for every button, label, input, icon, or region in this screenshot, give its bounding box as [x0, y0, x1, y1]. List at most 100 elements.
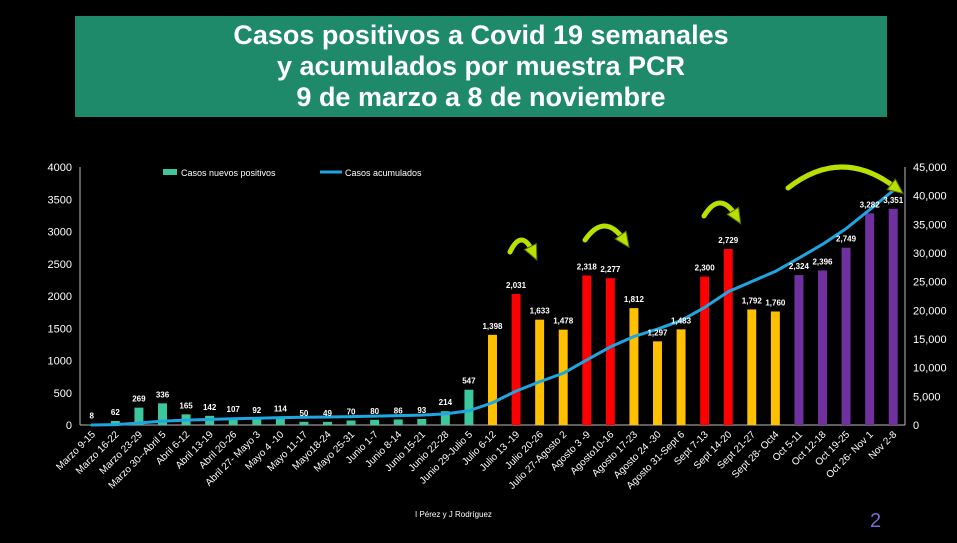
y-tick-label-right: 25,000 [913, 277, 947, 289]
bar [700, 276, 710, 425]
y-tick-label-right: 45,000 [913, 162, 947, 174]
data-label: 93 [417, 406, 426, 415]
data-label: 1,483 [671, 316, 692, 325]
y-tick-label-right: 20,000 [913, 305, 947, 317]
bar [440, 411, 450, 425]
bar [299, 421, 309, 425]
bar [770, 311, 780, 425]
bar [346, 420, 356, 425]
arrow-1-head [523, 242, 538, 262]
page-number: 2 [870, 510, 882, 532]
data-label: 336 [156, 390, 170, 399]
bar [158, 403, 167, 425]
bar [134, 407, 144, 425]
arrow-4 [785, 164, 899, 191]
data-label: 86 [394, 406, 403, 415]
data-label: 2,277 [600, 265, 621, 274]
bar [535, 319, 545, 425]
title-line-3: 9 de marzo a 8 de noviembre [296, 82, 666, 112]
bar [582, 275, 592, 425]
bar [841, 247, 851, 425]
data-label: 114 [274, 405, 287, 414]
data-label: 165 [179, 401, 193, 410]
data-label: 2,324 [789, 262, 810, 271]
bar [511, 294, 521, 425]
y-tick-label-right: 10,000 [913, 363, 947, 375]
title-line-1: Casos positivos a Covid 19 semanales [233, 20, 729, 50]
data-label: 269 [132, 395, 146, 404]
title-box: Casos positivos a Covid 19 semanales y a… [75, 16, 887, 117]
y-tick-label-left: 3000 [48, 227, 72, 239]
data-label: 1,478 [553, 317, 574, 326]
data-label: 8 [90, 411, 95, 420]
y-tick-label-left: 1000 [48, 356, 72, 368]
bar [558, 329, 568, 425]
data-label: 49 [323, 409, 332, 418]
bar [794, 275, 804, 425]
bar [275, 417, 285, 425]
bar [888, 208, 898, 425]
arrow-4-head [886, 178, 905, 195]
data-label: 2,318 [577, 262, 598, 271]
y-tick-label-right: 15,000 [913, 334, 947, 346]
arrow-3-head [726, 206, 742, 225]
data-label: 2,031 [506, 281, 527, 290]
bar [393, 419, 403, 425]
data-label: 70 [347, 407, 356, 416]
data-label: 1,633 [530, 307, 551, 316]
data-label: 50 [299, 409, 308, 418]
data-label: 2,749 [836, 235, 857, 244]
cumulative-line [90, 189, 895, 427]
legend-label-bars: Casos nuevos positivos [181, 168, 276, 178]
y-tick-label-right: 5,000 [913, 391, 941, 403]
bar [110, 421, 120, 425]
bar [676, 329, 686, 425]
y-tick-label-right: 35,000 [913, 219, 947, 231]
bar [252, 419, 262, 425]
data-label: 547 [462, 377, 476, 386]
data-label: 3,282 [860, 200, 881, 209]
data-label: 1,760 [765, 298, 786, 307]
bar [605, 278, 615, 425]
title-line-2: y acumulados por muestra PCR [276, 51, 686, 81]
data-label: 1,398 [482, 322, 503, 331]
data-label: 92 [252, 406, 261, 415]
bar [488, 334, 497, 425]
bar [228, 418, 238, 425]
data-label: 2,300 [695, 264, 716, 273]
data-label: 1,812 [624, 295, 645, 304]
bar [653, 341, 662, 425]
y-tick-label-left: 0 [66, 420, 72, 432]
bar [818, 270, 827, 425]
bar [865, 213, 875, 425]
data-label: 142 [203, 403, 217, 412]
arrow-2-head [614, 230, 630, 249]
y-tick-label-left: 4000 [48, 162, 72, 174]
data-label: 1,792 [742, 296, 763, 305]
bar [747, 309, 757, 425]
y-tick-label-left: 2500 [48, 259, 72, 271]
bar [323, 421, 332, 425]
y-tick-label-left: 1500 [48, 323, 72, 335]
bar [370, 419, 380, 425]
y-tick-label-right: 30,000 [913, 248, 947, 260]
data-label: 2,729 [718, 236, 739, 245]
data-label: 2,396 [812, 257, 833, 266]
data-label: 214 [439, 398, 453, 407]
data-label: 62 [111, 408, 120, 417]
y-tick-label-left: 500 [54, 388, 72, 400]
legend-swatch-bars [163, 169, 177, 175]
bar [629, 308, 639, 425]
bar [723, 248, 733, 425]
data-label: 107 [227, 405, 241, 414]
bar [464, 389, 474, 425]
y-tick-label-right: 0 [913, 420, 919, 432]
credit-text: I Pérez y J Rodríguez [415, 510, 492, 519]
data-label: 1,297 [647, 328, 668, 337]
y-tick-label-left: 3500 [48, 194, 72, 206]
y-tick-label-right: 40,000 [913, 191, 947, 203]
legend-label-line: Casos acumulados [345, 168, 422, 178]
y-tick-label-left: 2000 [48, 291, 72, 303]
data-label: 3,351 [883, 196, 904, 205]
